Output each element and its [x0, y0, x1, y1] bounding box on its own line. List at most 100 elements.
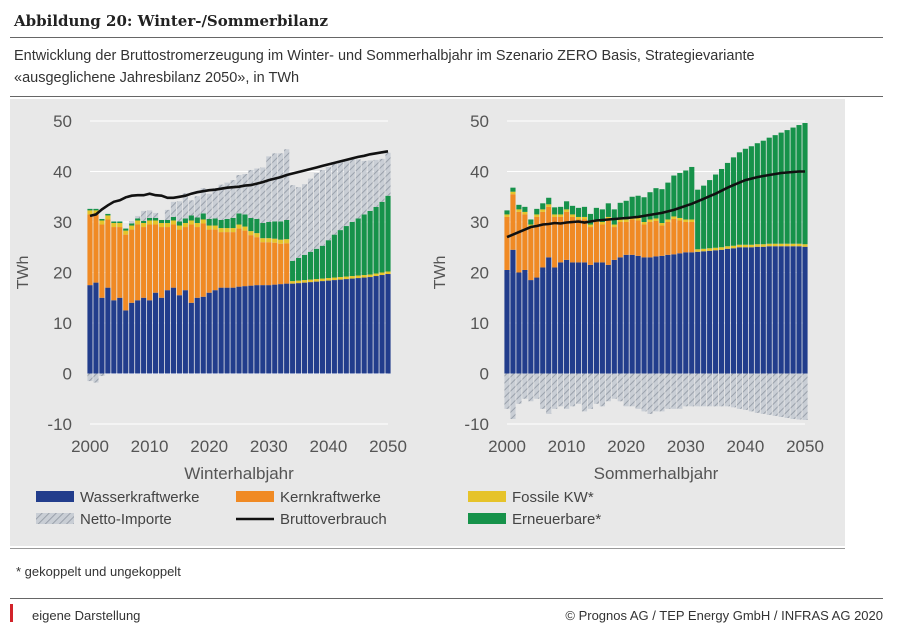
- bar-import-2031: [272, 153, 278, 222]
- bar-import-2001: [510, 373, 516, 419]
- bar-kern-2031: [272, 242, 278, 285]
- bar-erneuerbar-2003: [105, 213, 111, 216]
- bar-erneuerbar-2010: [147, 217, 153, 221]
- bar-erneuerbar-2028: [671, 175, 677, 217]
- bar-kern-2011: [152, 224, 159, 293]
- bar-wasser-2032: [278, 284, 284, 374]
- source-marker: [10, 604, 13, 622]
- bar-erneuerbar-2034: [707, 180, 713, 249]
- bar-wasser-2044: [766, 246, 772, 374]
- bar-import-2026: [659, 373, 665, 412]
- bar-kern-2027: [248, 235, 254, 286]
- bar-erneuerbar-2043: [760, 140, 766, 245]
- bar-fossil-2049: [796, 243, 802, 247]
- bar-kern-2018: [194, 227, 200, 298]
- bar-import-2026: [242, 174, 248, 215]
- bar-import-2009: [558, 373, 564, 407]
- bar-wasser-2026: [242, 286, 248, 374]
- bar-import-2022: [218, 184, 224, 220]
- legend-label-erneuerbar: Erneuerbare*: [512, 511, 601, 528]
- bar-fossil-2042: [337, 277, 343, 280]
- x-axis-label: Winterhalbjahr: [184, 464, 294, 483]
- bar-erneuerbar-2009: [141, 220, 147, 224]
- bar-kern-2017: [605, 219, 611, 265]
- bar-kern-2003: [105, 219, 111, 288]
- bar-erneuerbar-2036: [718, 168, 725, 248]
- bar-import-2015: [176, 201, 182, 222]
- x-tick-label: 2020: [607, 437, 645, 456]
- bar-fossil-2047: [784, 243, 790, 247]
- y-tick-label: 40: [470, 163, 489, 182]
- bar-fossil-2034: [290, 281, 296, 284]
- bar-erneuerbar-2042: [337, 230, 343, 278]
- bar-fossil-2048: [373, 273, 379, 277]
- bar-fossil-2023: [641, 222, 647, 225]
- bar-import-2035: [296, 187, 302, 258]
- bar-fossil-2009: [558, 214, 564, 217]
- bar-wasser-2011: [152, 292, 159, 374]
- bar-erneuerbar-2033: [284, 219, 290, 240]
- bar-kern-2026: [659, 225, 665, 256]
- bar-erneuerbar-2043: [343, 226, 349, 277]
- chart-panel: -10 0 10 20 30 40 50 2000 2010 2020 2030 2040 2050 TW…: [10, 99, 845, 546]
- bar-wasser-2012: [158, 297, 165, 374]
- bar-wasser-2044: [349, 278, 355, 374]
- bar-fossil-2004: [111, 223, 117, 228]
- bar-fossil-2028: [671, 216, 677, 219]
- bar-import-2007: [129, 220, 135, 224]
- legend-item-fossil: Fossile KW*: [468, 489, 594, 506]
- bar-wasser-2045: [772, 246, 778, 374]
- bar-erneuerbar-2019: [617, 202, 623, 220]
- bar-wasser-2025: [653, 256, 659, 374]
- bar-wasser-2001: [510, 249, 516, 374]
- bar-kern-2024: [230, 232, 236, 288]
- bar-import-2041: [748, 373, 754, 412]
- legend-label-kern: Kernkraftwerke: [280, 489, 381, 506]
- bar-fossil-2038: [730, 245, 737, 249]
- bar-fossil-2014: [587, 224, 594, 228]
- legend-label-wasser: Wasserkraftwerke: [80, 489, 199, 506]
- bar-kern-2021: [629, 219, 635, 255]
- bar-wasser-2013: [581, 262, 588, 374]
- bar-import-2013: [581, 373, 588, 412]
- bar-kern-2028: [254, 237, 260, 286]
- bar-kern-2026: [242, 230, 248, 287]
- bar-import-2048: [790, 373, 796, 419]
- bar-wasser-2031: [272, 284, 278, 374]
- bar-wasser-2041: [331, 280, 337, 374]
- legend-item-verbrauch: Bruttoverbrauch: [236, 511, 387, 528]
- bar-wasser-2049: [379, 275, 385, 374]
- bar-kern-2025: [653, 220, 659, 257]
- bar-wasser-2013: [164, 290, 171, 374]
- bar-import-2027: [248, 169, 254, 218]
- bar-fossil-2008: [135, 220, 141, 225]
- bar-wasser-2009: [141, 297, 147, 374]
- y-tick-label: 0: [63, 365, 72, 384]
- bar-wasser-2031: [689, 252, 695, 374]
- bar-wasser-2000: [87, 285, 93, 374]
- bar-fossil-2024: [230, 228, 236, 233]
- bar-wasser-2019: [200, 296, 206, 374]
- bar-wasser-2020: [206, 292, 212, 374]
- bar-fossil-2033: [701, 248, 707, 252]
- legend-swatch-fossil: [468, 491, 506, 502]
- bar-erneuerbar-2013: [164, 219, 171, 224]
- bar-erneuerbar-2008: [135, 218, 141, 221]
- bar-import-2034: [707, 373, 713, 407]
- bar-kern-2019: [200, 223, 206, 297]
- bar-wasser-2043: [760, 246, 766, 374]
- bar-fossil-2017: [188, 220, 194, 225]
- bar-erneuerbar-2048: [790, 127, 796, 244]
- bar-wasser-2018: [611, 259, 617, 374]
- bar-fossil-2050: [802, 244, 808, 247]
- bar-fossil-2000: [87, 210, 93, 215]
- y-axis-label: TWh: [432, 256, 449, 290]
- bar-fossil-2021: [212, 225, 218, 230]
- bar-erneuerbar-2000: [504, 210, 510, 215]
- bar-import-2047: [784, 373, 790, 418]
- bar-erneuerbar-2016: [599, 209, 605, 222]
- bar-wasser-2040: [742, 247, 748, 374]
- y-tick-label: -10: [47, 415, 72, 434]
- bar-wasser-2050: [802, 246, 808, 374]
- bar-import-2017: [605, 373, 611, 402]
